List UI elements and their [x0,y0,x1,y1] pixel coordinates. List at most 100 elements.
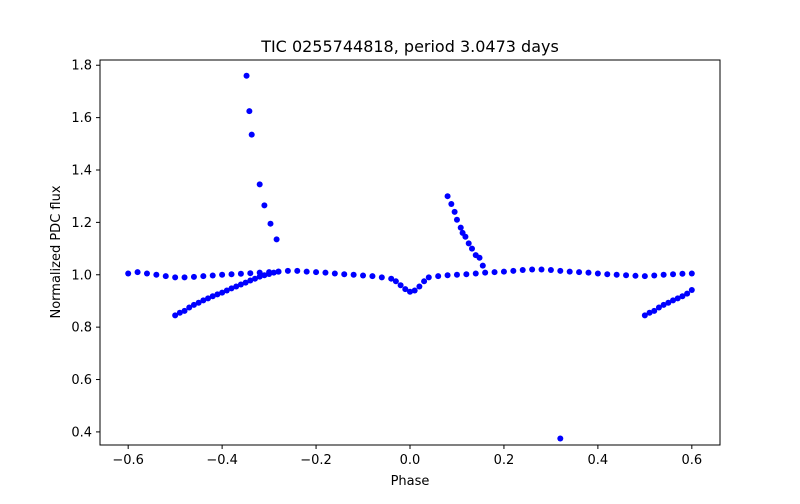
data-point [660,301,667,308]
data-point [248,131,255,138]
data-point [247,277,254,284]
x-tick-label: 0.2 [494,453,515,468]
data-point [181,274,188,281]
data-point [350,271,357,278]
data-point [529,266,536,273]
data-point [313,269,320,276]
data-point [261,272,268,279]
data-point [453,216,460,223]
x-axis-ticks: −0.6 −0.4 −0.2 0.0 0.2 0.4 0.6 [112,445,702,468]
data-point [181,307,188,314]
data-point [237,281,244,288]
data-point [360,272,367,279]
data-point [444,272,451,279]
data-point [684,290,691,297]
data-point [270,269,277,276]
data-point [209,272,216,279]
y-tick-label: 0.6 [71,373,92,388]
data-point [451,208,458,215]
data-point [557,267,564,274]
data-point [655,304,662,311]
data-point [392,278,399,285]
data-point [195,299,202,306]
data-point [411,287,418,294]
data-point [331,270,338,277]
data-point [266,270,273,277]
data-point [243,72,250,79]
data-point [453,271,460,278]
x-tick-label: −0.6 [112,453,144,468]
data-point [462,233,469,240]
data-point [482,269,489,276]
data-point [223,287,230,294]
data-point [557,435,564,442]
data-point [219,289,226,296]
data-point [566,268,573,275]
data-point [242,279,249,286]
data-point [465,240,472,247]
data-point [176,309,183,316]
data-point [190,301,197,308]
data-point [252,275,258,282]
data-point [472,270,479,277]
data-point [519,267,526,274]
data-point [256,273,263,280]
data-point [670,297,677,304]
data-point [369,273,376,280]
data-point [479,262,486,269]
data-point [190,273,197,280]
data-point [641,273,648,280]
data-point [322,269,329,276]
data-point [510,267,517,274]
data-point [186,304,193,311]
data-point [679,270,686,277]
y-tick-label: 1.2 [71,216,92,231]
data-point [237,270,244,277]
data-point [651,272,658,279]
data-point [261,202,268,209]
x-tick-label: 0.0 [400,453,421,468]
data-point [448,201,455,208]
data-point [341,271,348,278]
data-point [476,254,483,261]
y-tick-label: 1.6 [71,111,92,126]
data-point [246,108,253,115]
data-point [416,283,423,290]
y-axis-label: Normalized PDC flux [49,185,64,318]
data-point [674,295,681,302]
data-point [665,299,672,306]
data-point [585,269,592,276]
data-point [228,285,235,292]
data-point [205,295,212,302]
data-point [660,271,667,278]
data-point [247,270,254,277]
data-point [219,271,226,278]
data-point [275,268,282,275]
plot-area-frame [99,59,721,446]
data-point [172,274,179,281]
data-point [162,273,169,280]
x-tick-label: 0.6 [681,453,702,468]
data-point [491,269,498,276]
data-point [143,270,150,277]
data-point [256,181,263,188]
data-point [594,270,601,277]
data-point [153,271,160,278]
y-tick-label: 1.8 [71,59,92,74]
data-point [267,220,274,227]
data-point [469,245,475,252]
data-point [632,272,639,279]
data-point [200,273,207,280]
data-point [538,266,545,273]
x-tick-label: 0.4 [588,453,609,468]
data-point [421,278,428,285]
data-point [397,282,404,289]
data-point [303,268,310,275]
data-point [284,267,291,274]
data-point [294,267,301,274]
data-point [688,270,695,277]
data-point [214,291,221,298]
y-tick-label: 1.4 [71,164,92,179]
data-point [402,286,409,293]
